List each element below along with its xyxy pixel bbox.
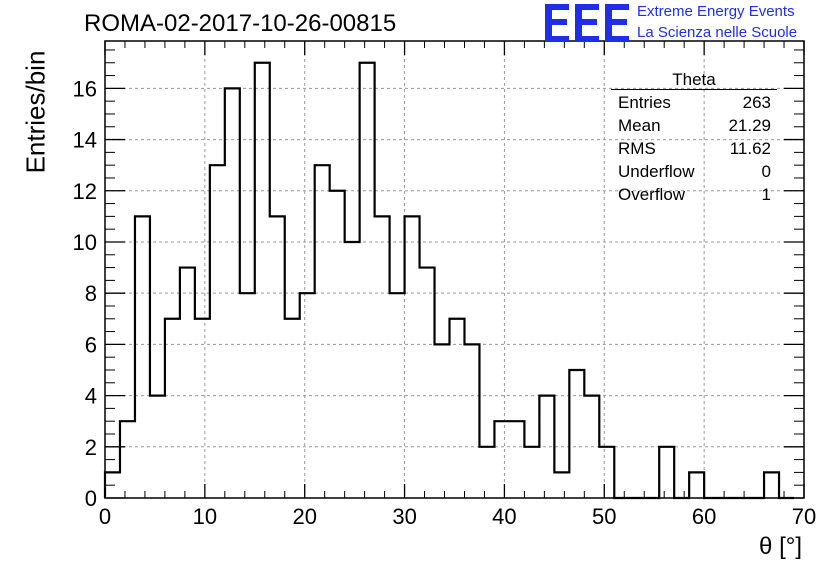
stats-box: Theta Entries 263 Mean 21.29 RMS 11.62 U… [611,71,777,206]
stats-divider [611,89,777,90]
stats-row: Overflow 1 [611,183,777,206]
stats-label: Underflow [618,162,695,181]
stats-label: Overflow [618,185,686,204]
x-tick-labels: 0 10 20 30 40 50 60 70 [99,504,816,529]
stats-row: Entries 263 [611,91,777,114]
x-tick-label: 40 [492,504,516,529]
y-tick-label: 6 [85,332,97,357]
x-tick-label: 30 [392,504,416,529]
grid-lines [105,41,804,498]
eee-logo-mark [545,4,629,42]
y-axis-label: Entries/bin [20,50,51,174]
x-tick-label: 0 [99,504,111,529]
stats-value: 0 [761,162,771,181]
chart-title: ROMA-02-2017-10-26-00815 [84,10,397,37]
x-axis-label: θ [°] [759,533,802,560]
x-tick-label: 10 [193,504,217,529]
stats-row: RMS 11.62 [611,137,777,160]
x-tick-label: 20 [292,504,316,529]
stats-label: Entries [618,93,671,112]
y-tick-label: 8 [85,281,97,306]
y-tick-label: 4 [85,384,97,409]
y-tick-labels: 0 2 4 6 8 10 12 14 16 [73,76,97,511]
y-tick-label: 2 [85,435,97,460]
plot-frame [104,40,805,499]
y-tick-label: 0 [85,486,97,511]
x-tick-label: 70 [792,504,816,529]
stats-value: 11.62 [729,139,771,158]
x-tick-label: 60 [692,504,716,529]
y-tick-label: 10 [73,230,97,255]
y-tick-label: 12 [73,179,97,204]
stats-row: Mean 21.29 [611,114,777,137]
stats-title: Theta [672,70,716,89]
logo-line-1: Extreme Energy Events [637,3,795,20]
histogram-outline [103,61,795,500]
stats-value: 1 [761,185,771,204]
stats-label: RMS [618,139,656,158]
stats-row: Underflow 0 [611,160,777,183]
y-tick-label: 14 [73,128,97,153]
eee-logo-letters [545,4,629,42]
logo-line-2: La Scienza nelle Scuole [637,24,798,41]
stats-value: 21.29 [728,116,771,135]
stats-value: 263 [742,93,771,112]
stats-label: Mean [618,116,661,135]
x-tick-label: 50 [592,504,616,529]
y-tick-label: 16 [73,76,97,101]
